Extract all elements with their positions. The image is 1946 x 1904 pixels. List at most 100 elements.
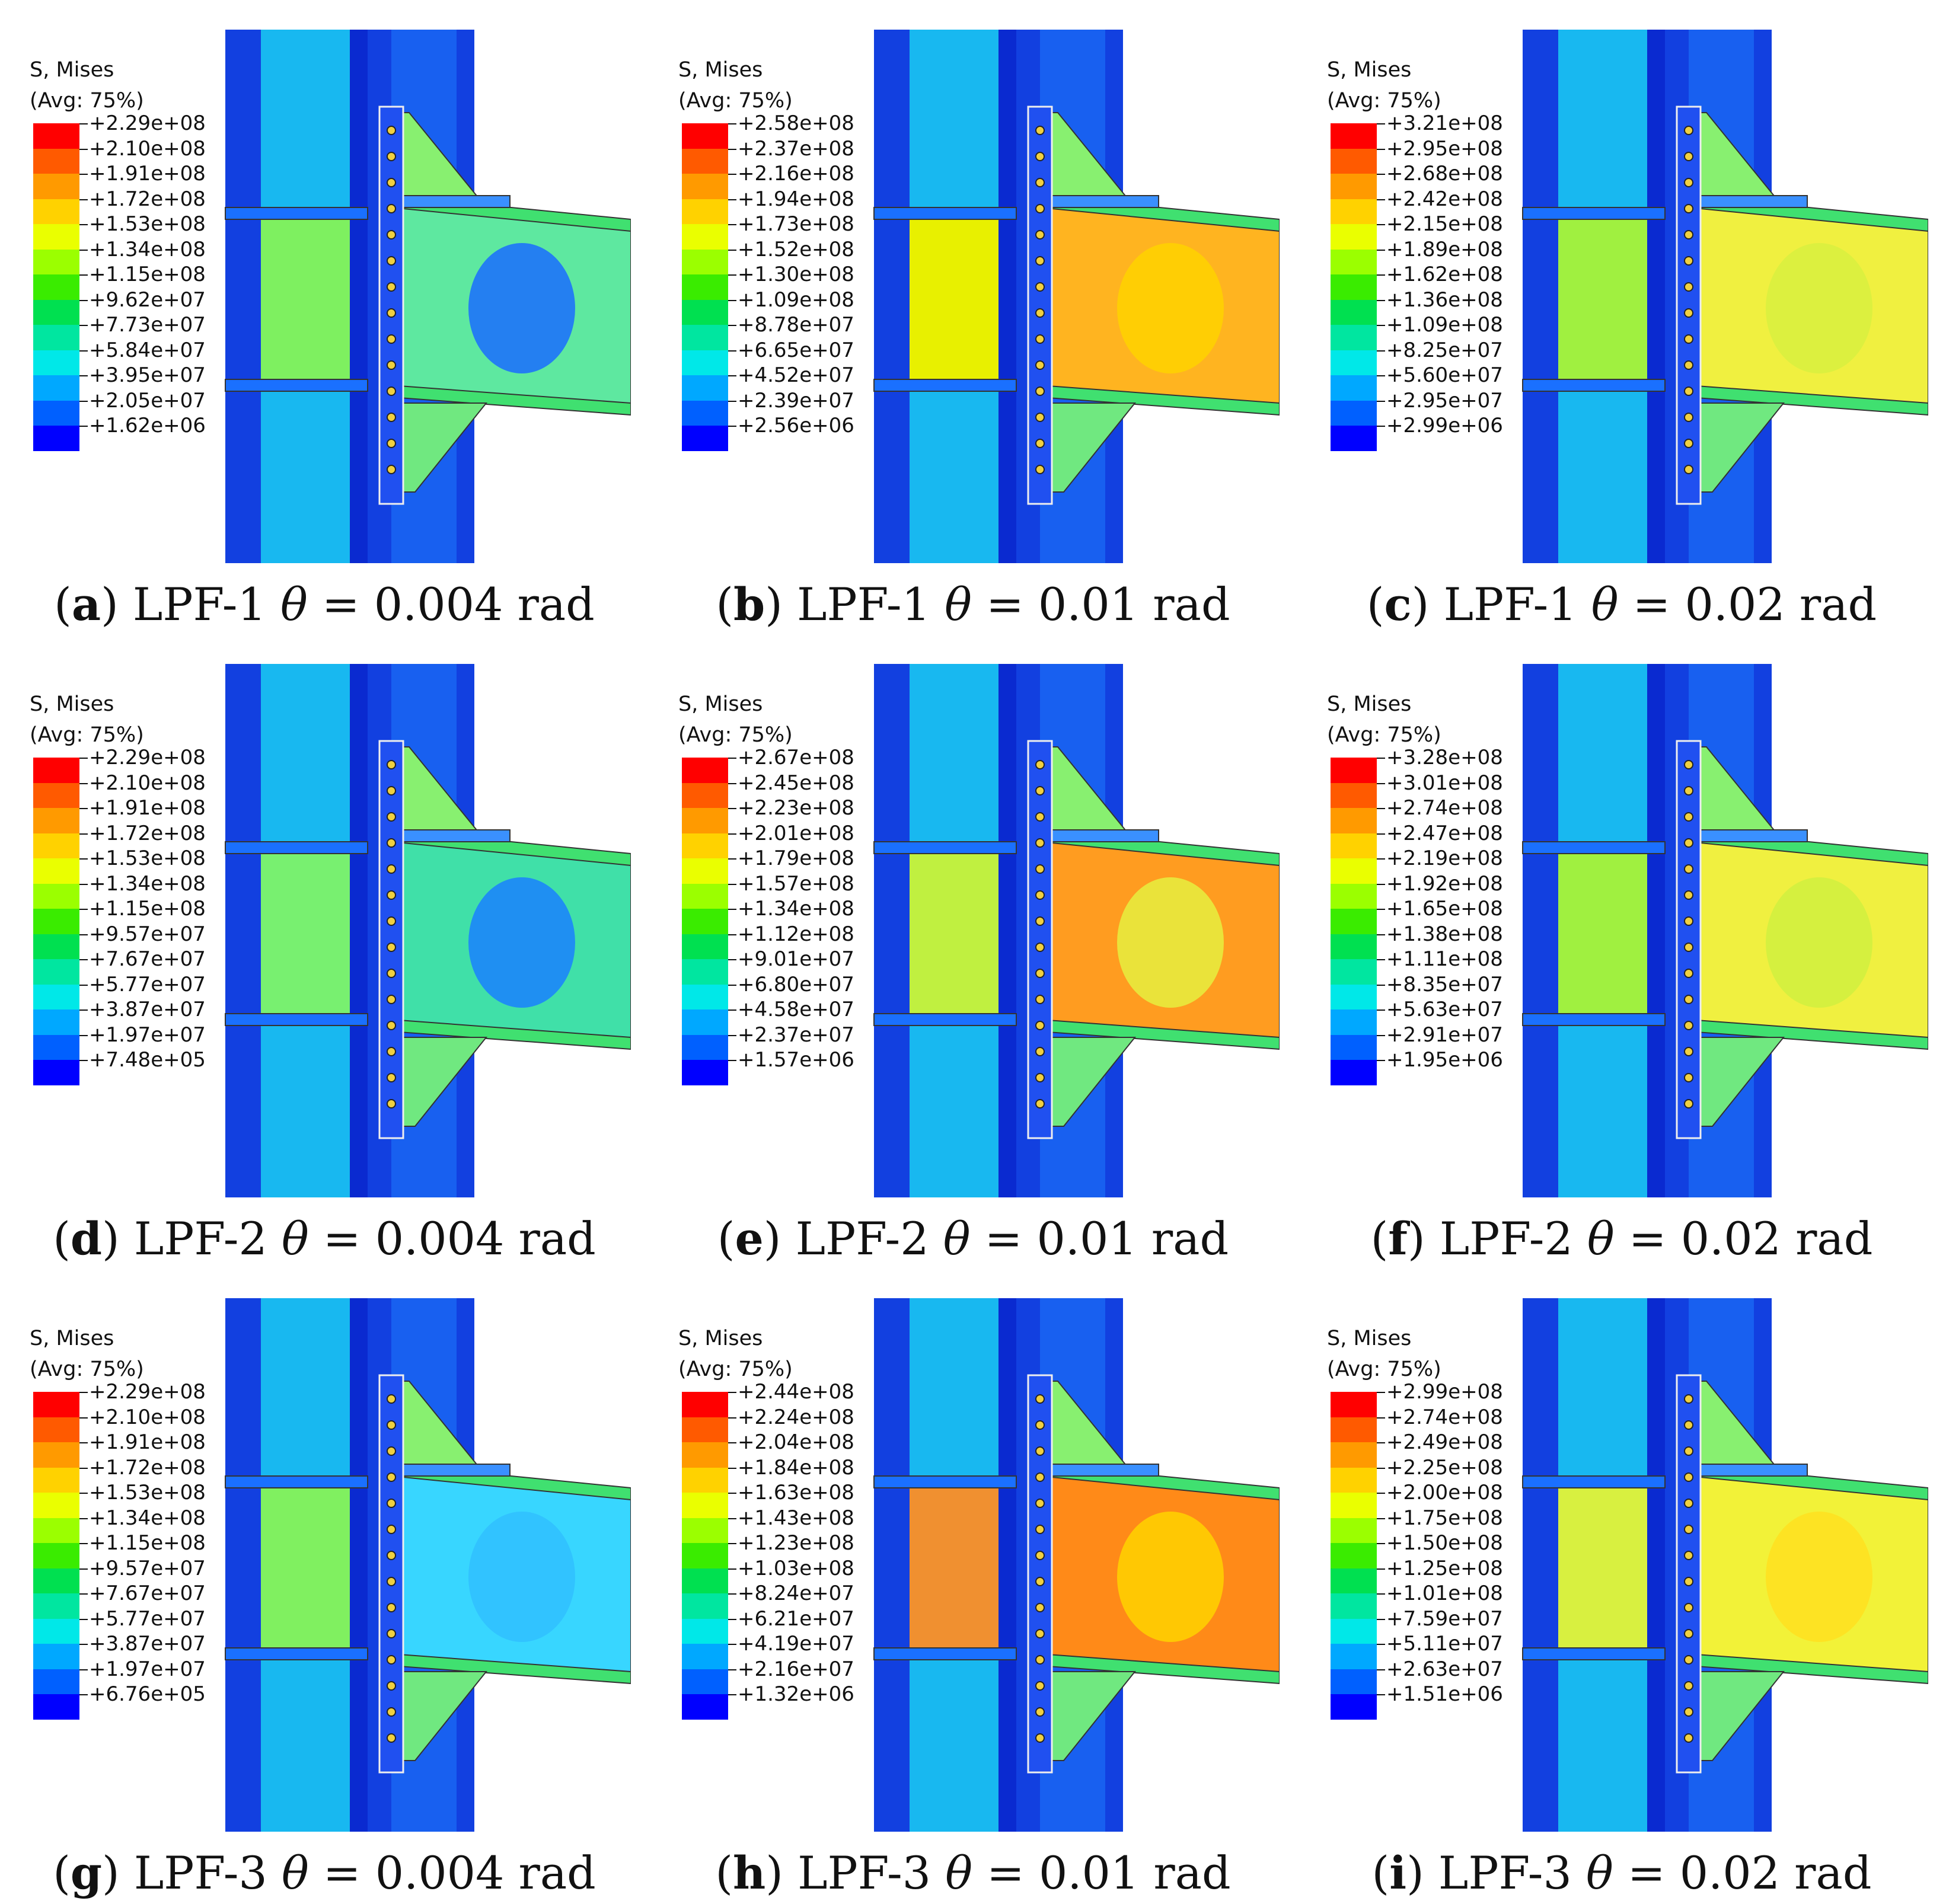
legend-tick (1377, 1442, 1385, 1443)
caption-text: = (1613, 1847, 1680, 1899)
legend-value: +6.80e+07 (738, 972, 854, 996)
caption-text (1781, 1212, 1795, 1265)
legend-tick (79, 325, 88, 326)
panel-caption: (d) LPF-2 θ = 0.004 rad (0, 1212, 649, 1265)
legend-value: +1.53e+08 (89, 1481, 206, 1504)
legend-title-line: (Avg: 75%) (1327, 1357, 1441, 1381)
legend-value: +1.15e+08 (89, 1531, 206, 1555)
caption-letter: b (733, 578, 765, 631)
legend-tick (79, 174, 88, 175)
legend-tick (79, 909, 88, 910)
caption-text: θ (1586, 1847, 1613, 1899)
legend-value: +2.45e+08 (738, 771, 854, 795)
panel-caption: (g) LPF-3 θ = 0.004 rad (0, 1847, 649, 1899)
legend-tick (728, 325, 736, 326)
legend-swatch (1331, 758, 1377, 783)
legend-swatch (33, 224, 79, 250)
legend-swatch (682, 426, 728, 451)
legend-title-line: (Avg: 75%) (30, 89, 144, 113)
legend-tick (79, 1543, 88, 1544)
legend-value: +7.67e+07 (89, 947, 206, 971)
legend-value: +1.52e+08 (738, 237, 854, 261)
legend-swatch (33, 909, 79, 934)
legend-value: +1.75e+08 (1386, 1506, 1503, 1530)
legend-swatch (682, 782, 728, 808)
legend-value: +2.56e+06 (738, 414, 854, 437)
caption-unit: rad (1151, 1212, 1229, 1265)
legend-title-line: (Avg: 75%) (30, 723, 144, 747)
panel-f: S, Mises (Avg: 75%) +3.28e+08 +3.01e+08 +2.7… (1297, 634, 1946, 1269)
legend-value: +1.12e+08 (738, 922, 854, 946)
legend-tick (728, 1568, 736, 1570)
legend-tick (79, 199, 88, 200)
caption-text (930, 578, 945, 631)
legend-swatch (1331, 782, 1377, 808)
legend-tick (728, 883, 736, 885)
legend-tick (728, 758, 736, 759)
legend-tick (79, 400, 88, 402)
stress-legend: S, Mises (Avg: 75%) +3.21e+08 +2.95e+08 +2.6… (1327, 55, 1503, 463)
legend-swatch (33, 758, 79, 783)
panel-caption: (e) LPF-2 θ = 0.01 rad (649, 1212, 1297, 1265)
legend-swatch (682, 1543, 728, 1568)
legend-value: +2.39e+07 (738, 388, 854, 413)
legend-tick (1377, 350, 1385, 352)
legend-swatch (1331, 1543, 1377, 1568)
caption-unit: rad (1799, 578, 1877, 631)
legend-swatch (1331, 1593, 1377, 1619)
caption-text: ) (101, 578, 133, 631)
legend-value: +2.19e+08 (1386, 846, 1503, 870)
legend-swatch (682, 249, 728, 274)
caption-text: θ (945, 1847, 972, 1899)
caption-theta: 0.004 (375, 1212, 505, 1265)
caption-text: ) (102, 1847, 134, 1899)
legend-swatch (33, 249, 79, 274)
legend-tick (728, 858, 736, 860)
legend-value: +9.57e+07 (89, 922, 206, 946)
legend-value: +8.25e+07 (1386, 338, 1503, 362)
legend-value: +1.65e+08 (1386, 897, 1503, 921)
legend-value: +2.10e+08 (89, 771, 206, 795)
stress-legend: S, Mises (Avg: 75%) +2.29e+08 +2.10e+08 +1.9… (30, 55, 206, 463)
legend-value: +4.58e+07 (738, 998, 854, 1021)
legend-tick (728, 1493, 736, 1494)
legend-swatch (33, 174, 79, 199)
legend-swatch (33, 1493, 79, 1518)
legend-tick (1377, 1518, 1385, 1519)
caption-specimen: LPF-2 (795, 1212, 929, 1265)
caption-specimen: LPF-1 (1443, 578, 1577, 631)
fe-contour-plot (225, 30, 631, 563)
legend-swatch (682, 858, 728, 884)
legend-tick (79, 1618, 88, 1620)
caption-letter: e (735, 1212, 764, 1265)
legend-value: +2.29e+08 (89, 746, 206, 769)
legend-swatch (682, 984, 728, 1009)
legend-swatch (682, 1618, 728, 1644)
legend-swatch (1331, 199, 1377, 224)
caption-text: = (307, 578, 374, 631)
legend-value: +2.25e+08 (1386, 1455, 1503, 1480)
legend-tick (79, 1060, 88, 1061)
legend-value: +2.42e+08 (1386, 187, 1503, 211)
legend-value: +1.34e+08 (738, 897, 854, 921)
legend-swatch (1331, 1568, 1377, 1593)
legend-swatch (33, 782, 79, 808)
legend-swatch (1331, 984, 1377, 1009)
panel-h: S, Mises (Avg: 75%) +2.44e+08 +2.24e+08 +2.0… (649, 1269, 1297, 1903)
legend-title-line: S, Mises (30, 692, 114, 716)
caption-text (266, 578, 280, 631)
legend-tick (1377, 274, 1385, 276)
stress-legend: S, Mises (Avg: 75%) +2.67e+08 +2.45e+08 +2.2… (678, 689, 854, 1097)
caption-text: θ (1591, 578, 1619, 631)
legend-value: +2.00e+08 (1386, 1481, 1503, 1504)
legend-swatch (1331, 1060, 1377, 1085)
legend-swatch (33, 883, 79, 909)
legend-swatch (682, 1644, 728, 1669)
legend-value: +1.25e+08 (1386, 1556, 1503, 1580)
legend-value: +9.62e+07 (89, 287, 206, 312)
legend-value: +8.24e+07 (738, 1582, 854, 1605)
caption-text: θ (945, 578, 972, 631)
caption-text: ) (1407, 1212, 1440, 1265)
panel-i: S, Mises (Avg: 75%) +2.99e+08 +2.74e+08 +2.4… (1297, 1269, 1946, 1903)
stress-legend: S, Mises (Avg: 75%) +2.58e+08 +2.37e+08 +2.1… (678, 55, 854, 463)
